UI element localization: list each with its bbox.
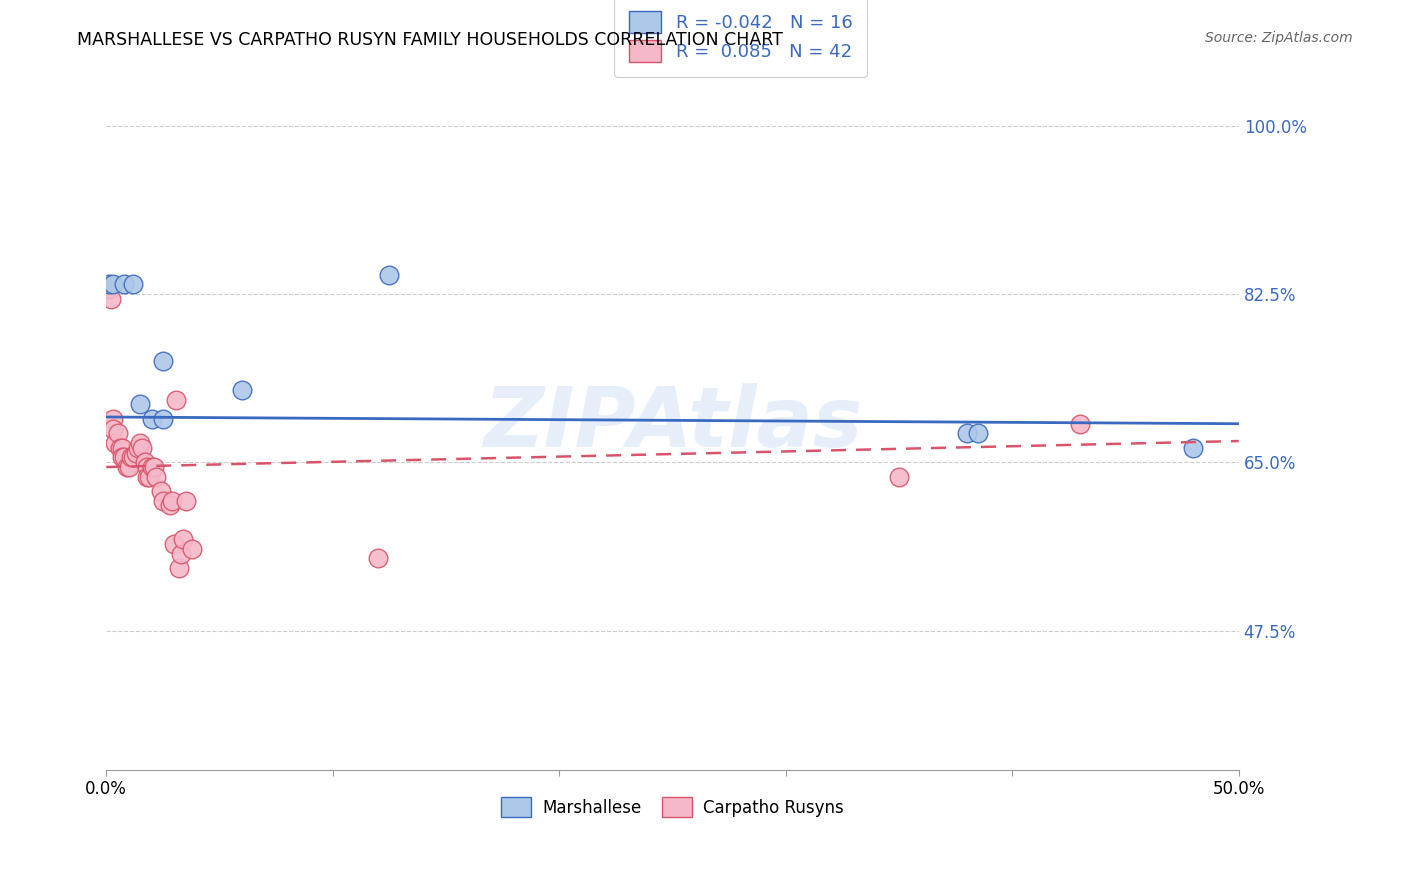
Point [152,354,174,368]
Point [145,469,167,483]
Point [378,268,401,282]
Point [100,292,122,306]
Point [141,412,163,426]
Point [136,469,159,483]
Text: MARSHALLESE VS CARPATHO RUSYN FAMILY HOUSEHOLDS CORRELATION CHART: MARSHALLESE VS CARPATHO RUSYN FAMILY HOU… [77,31,783,49]
Point [112,450,135,465]
Point [122,450,145,465]
Point [101,277,124,292]
Point [104,436,127,450]
Point [167,561,190,575]
Point [129,397,152,411]
Text: ZIPAtlas: ZIPAtlas [482,384,862,464]
Point [138,469,160,483]
Point [107,426,129,441]
Point [131,441,153,455]
Point [118,460,141,475]
Point [367,551,389,566]
Point [181,541,204,556]
Point [111,450,134,465]
Point [172,532,194,546]
Point [967,426,990,441]
Point [101,412,124,426]
Point [129,436,152,450]
Point [170,547,193,561]
Point [142,460,165,475]
Point [152,493,174,508]
Point [101,421,124,435]
Point [136,460,159,475]
Point [160,493,183,508]
Point [174,493,197,508]
Point [149,484,172,499]
Point [122,277,145,292]
Point [108,441,131,455]
Point [956,426,979,441]
Point [152,412,174,426]
Point [125,445,148,459]
Point [134,455,156,469]
Point [141,460,163,475]
Point [111,441,134,455]
Text: Source: ZipAtlas.com: Source: ZipAtlas.com [1205,31,1353,45]
Point [112,277,135,292]
Point [120,450,142,465]
Point [127,441,149,455]
Point [1069,417,1091,431]
Point [887,469,910,483]
Legend: Marshallese, Carpatho Rusyns: Marshallese, Carpatho Rusyns [494,790,851,824]
Point [97,277,120,292]
Point [115,460,138,475]
Point [163,537,186,551]
Point [159,499,181,513]
Point [97,282,120,296]
Point [1182,441,1205,455]
Point [166,392,188,407]
Point [231,383,253,397]
